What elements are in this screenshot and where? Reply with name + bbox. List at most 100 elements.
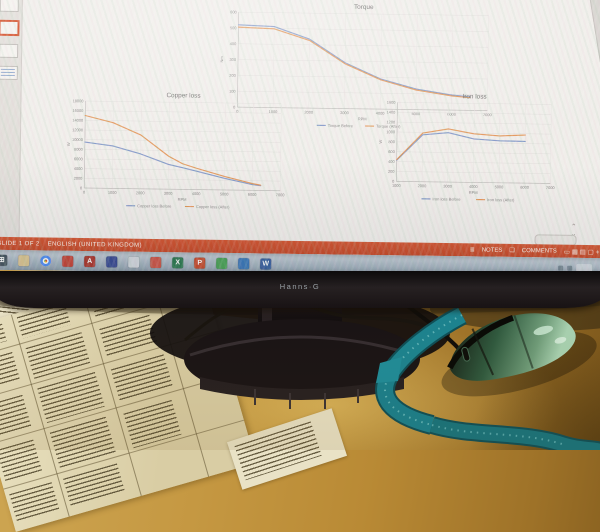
text-element: W xyxy=(66,142,71,146)
copper-loss-svg: 0200040006000800010000120001400016000180… xyxy=(63,88,289,213)
text-element: Copper loss Before xyxy=(137,203,172,208)
app-green-icon[interactable] xyxy=(216,257,227,268)
chrome-icon[interactable] xyxy=(40,255,51,266)
text-element: 200 xyxy=(388,169,395,174)
line-element xyxy=(85,169,281,172)
text-element: Copper loss (After) xyxy=(196,204,230,209)
text-element: 0 xyxy=(83,189,86,194)
text-element: 1000 xyxy=(108,190,118,195)
text-element: 4000 xyxy=(192,191,202,196)
text-element: 5000 xyxy=(220,191,230,196)
text-element: Torque xyxy=(354,4,374,11)
text-element: 7000 xyxy=(276,192,286,197)
pdf-reader-icon[interactable] xyxy=(62,255,73,266)
app-grey-icon[interactable] xyxy=(128,256,139,267)
paper-text-lines xyxy=(63,463,125,507)
text-element: 1600 xyxy=(387,100,397,105)
text-element: 2000 xyxy=(136,190,146,195)
line-element xyxy=(85,140,281,143)
text-element: 2000 xyxy=(418,183,428,188)
notes-icon: ≣ xyxy=(470,246,475,253)
slide-counter: SLIDE 1 OF 2 xyxy=(0,240,40,247)
text-element: Copper loss xyxy=(166,92,200,99)
text-element: 5000 xyxy=(495,184,505,189)
line-element xyxy=(85,130,281,133)
text-element: RPM xyxy=(178,197,187,202)
slide-thumbnail-selected[interactable] xyxy=(0,20,19,36)
text-element: 1400 xyxy=(387,109,397,114)
line-element xyxy=(238,60,488,63)
slide-thumbnail[interactable] xyxy=(0,66,17,80)
start-icon[interactable]: ⊞ xyxy=(0,254,7,265)
excel-icon[interactable]: X xyxy=(172,257,183,268)
view-mode-buttons[interactable]: ▭ ▦ ▤ ▢ + xyxy=(564,247,600,255)
line-element xyxy=(85,120,281,123)
text-element: 6000 xyxy=(520,185,530,190)
text-element: 3000 xyxy=(340,110,350,115)
text-element: Iron loss Before xyxy=(432,196,461,201)
powerpoint-icon[interactable]: P xyxy=(194,257,205,268)
div-element: SLIDE 1 OF 2 ENGLISH (UNITED KINGDOM) xyxy=(0,240,142,248)
thumbnail-content xyxy=(1,68,15,70)
line-element xyxy=(85,159,281,162)
acrobat-icon[interactable]: A xyxy=(84,256,95,267)
text-element: 600 xyxy=(230,9,237,14)
text-element: 1000 xyxy=(392,183,402,188)
thumbnail-content xyxy=(1,71,15,73)
word-icon[interactable]: W xyxy=(260,258,271,269)
text-element: 14000 xyxy=(72,118,84,123)
tray-icon[interactable] xyxy=(558,265,563,270)
polyline-element xyxy=(238,25,471,97)
slide-thumbnail-panel[interactable] xyxy=(0,0,23,243)
text-element: 10000 xyxy=(72,137,84,142)
line-element xyxy=(196,103,197,190)
text-element: RPM xyxy=(358,116,367,121)
text-element: 1200 xyxy=(386,119,396,124)
text-element: 7000 xyxy=(546,185,556,190)
line-element xyxy=(85,101,281,104)
notes-button[interactable]: NOTES xyxy=(482,247,503,253)
polyline-element xyxy=(397,132,526,162)
line-element xyxy=(280,104,281,191)
line-element xyxy=(84,101,85,188)
text-element: 600 xyxy=(388,149,395,154)
text-element: 2000 xyxy=(74,176,84,181)
paper-text-lines xyxy=(9,482,60,523)
text-element: 16000 xyxy=(72,108,84,113)
onedrive-icon[interactable] xyxy=(238,258,249,269)
desk-objects xyxy=(0,293,600,450)
line-element xyxy=(239,12,489,15)
comments-button[interactable]: COMMENTS xyxy=(522,248,557,254)
comments-icon: ❏ xyxy=(509,247,514,254)
folder-icon[interactable] xyxy=(18,255,29,266)
text-element: 500 xyxy=(230,25,237,30)
monitor-bezel: Hanns·G xyxy=(0,271,600,308)
line-element xyxy=(84,178,280,181)
line-element xyxy=(238,75,488,78)
text-element: Torque Before xyxy=(328,123,354,128)
text-element: 400 xyxy=(230,41,237,46)
text-element: 4000 xyxy=(74,166,84,171)
text-element: 200 xyxy=(229,73,236,78)
line-element xyxy=(252,103,253,190)
language-indicator[interactable]: ENGLISH (UNITED KINGDOM) xyxy=(48,241,142,248)
line-element xyxy=(238,44,488,47)
text-element: 3000 xyxy=(443,184,453,189)
thumbnail-content xyxy=(1,74,15,76)
slide-thumbnail[interactable] xyxy=(0,44,18,58)
text-element: 3000 xyxy=(164,191,174,196)
slide-thumbnail[interactable] xyxy=(0,0,18,12)
line-element xyxy=(112,101,113,188)
browser-red-icon[interactable] xyxy=(150,256,161,267)
div-element: ≣ NOTES ❏ COMMENTS ▭ ▦ ▤ ▢ + xyxy=(470,246,600,256)
text-element: 12000 xyxy=(72,127,84,132)
line-element xyxy=(85,111,281,114)
app-dark-blue-icon[interactable] xyxy=(106,256,117,267)
tray-icon[interactable] xyxy=(567,265,572,270)
text-element: 18000 xyxy=(73,98,85,103)
monitor-brand-logo: Hanns·G xyxy=(0,282,600,291)
text-element: 4000 xyxy=(469,184,479,189)
